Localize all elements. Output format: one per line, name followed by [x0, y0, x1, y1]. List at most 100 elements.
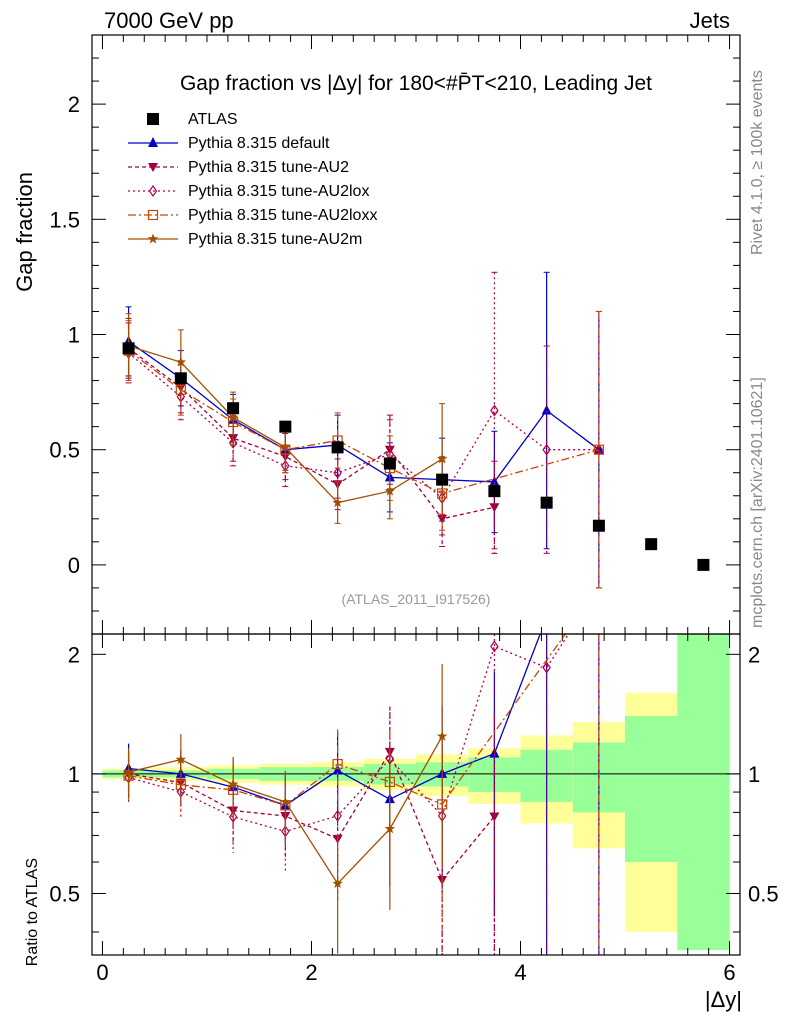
ratio-tick-label-right: 2 [748, 642, 760, 667]
atlas-marker [488, 485, 501, 498]
atlas-marker [592, 519, 605, 532]
ratio-series [123, 706, 500, 955]
ratio-tick-label-right: 0.5 [748, 881, 779, 906]
x-tick-label: 6 [723, 960, 735, 985]
atlas-marker [645, 538, 658, 551]
marker-star [384, 485, 396, 496]
side-mcplots: mcplots.cern.ch [arXiv:2401.10621] [749, 377, 766, 628]
marker-star [147, 233, 159, 244]
series-line [128, 352, 599, 500]
legend-entry: Pythia 8.315 tune-AU2lox [128, 183, 369, 200]
marker-star [384, 823, 396, 834]
marker-diamond [490, 640, 499, 653]
marker-triangle-down [437, 514, 448, 524]
series-pythia-8-315-tune-au2 [123, 317, 500, 554]
ratio-frame [91, 633, 741, 956]
ratio-line [128, 634, 570, 833]
marker-star [227, 411, 239, 422]
series-pythia-8-315-tune-au2m [123, 313, 448, 524]
atlas-marker [174, 372, 187, 385]
y-tick-label: 0 [68, 553, 80, 578]
marker-triangle-down [489, 812, 500, 822]
ratio-tick-label-right: 1 [748, 762, 760, 787]
legend-label: Pythia 8.315 tune-AU2lox [188, 183, 369, 200]
y-tick-label: 2 [68, 92, 80, 117]
marker-diamond [490, 404, 499, 417]
legend-label: Pythia 8.315 tune-AU2m [188, 231, 362, 248]
marker-diamond [542, 443, 551, 456]
legend-entry: Pythia 8.315 tune-AU2 [128, 159, 349, 176]
main-series [122, 271, 710, 589]
series-line [128, 347, 495, 520]
analysis-reference: (ATLAS_2011_I917526) [342, 591, 491, 607]
atlas-marker [436, 473, 449, 486]
series-pythia-8-315-tune-au2lox [124, 271, 604, 589]
marker-star [123, 766, 134, 777]
legend-entry: ATLAS [147, 111, 238, 128]
ratio-series [123, 634, 600, 955]
legend-entry: Pythia 8.315 default [128, 135, 330, 152]
marker-diamond [228, 810, 238, 823]
marker-diamond [385, 752, 395, 765]
legend-entry: Pythia 8.315 tune-AU2loxx [128, 207, 377, 224]
legend-label: Pythia 8.315 tune-AU2 [188, 159, 349, 176]
marker-star [332, 878, 343, 889]
x-tick-label: 4 [514, 960, 526, 985]
header-energy: 7000 GeV pp [104, 8, 234, 33]
series-line [128, 350, 600, 495]
legend-label: Pythia 8.315 default [188, 135, 330, 152]
plot-frames [91, 34, 741, 956]
marker-star [280, 441, 291, 452]
atlas-data-points [122, 342, 710, 571]
atlas-marker [279, 420, 292, 433]
ratio-line [128, 634, 541, 807]
marker-triangle-up [148, 137, 158, 147]
marker-star [175, 754, 187, 765]
atlas-marker [331, 441, 344, 454]
marker-diamond [333, 466, 342, 479]
ratio-tick-label-left: 0.5 [49, 881, 80, 906]
atlas-marker [147, 113, 159, 125]
marker-diamond [542, 661, 551, 674]
x-tick-label: 2 [305, 960, 317, 985]
ratio-axis-label: Ratio to ATLAS [24, 858, 41, 966]
band-inner [625, 715, 678, 863]
marker-star [280, 796, 291, 807]
marker-star [175, 356, 187, 367]
ratio-tick-label-left: 1 [68, 762, 80, 787]
marker-triangle-up [541, 404, 552, 415]
atlas-marker [122, 342, 135, 355]
ratio-series [123, 663, 448, 954]
legend-label: ATLAS [188, 111, 238, 128]
marker-star [332, 497, 343, 508]
main-axes: 0 0.5 1 1.5 2 0 2 4 6 0.5 0.5 1 1 2 2 [49, 35, 779, 985]
legend-entry: Pythia 8.315 tune-AU2m [128, 231, 362, 248]
marker-diamond [228, 436, 238, 449]
marker-star [227, 778, 239, 789]
side-rivet: Rivet 4.1.0, ≥ 100k events [749, 70, 766, 255]
band-inner [677, 634, 730, 951]
y-tick-label: 1 [68, 323, 80, 348]
atlas-marker [383, 457, 396, 470]
y-tick-label: 1.5 [49, 207, 80, 232]
marker-square [147, 209, 159, 221]
data-uncertainty-bands [102, 634, 730, 951]
series-line [128, 340, 600, 483]
legend: ATLAS Pythia 8.315 default Pythia 8.315 tu… [128, 111, 377, 248]
header-jets: Jets [690, 8, 730, 33]
y-tick-label: 0.5 [49, 438, 80, 463]
marker-square [593, 444, 605, 455]
marker-diamond [333, 809, 342, 822]
legend-label: Pythia 8.315 tune-AU2loxx [188, 207, 377, 224]
marker-star [436, 453, 448, 464]
series-pythia-8-315-default [123, 271, 604, 589]
x-axis-label: |Δy| [705, 987, 742, 1012]
marker-triangle-up [332, 764, 343, 775]
marker-triangle-down [148, 163, 158, 172]
x-tick-label: 0 [96, 960, 108, 985]
atlas-marker [540, 496, 553, 509]
marker-star [436, 730, 448, 741]
atlas-marker [697, 558, 710, 571]
ratio-tick-label-left: 2 [68, 642, 80, 667]
